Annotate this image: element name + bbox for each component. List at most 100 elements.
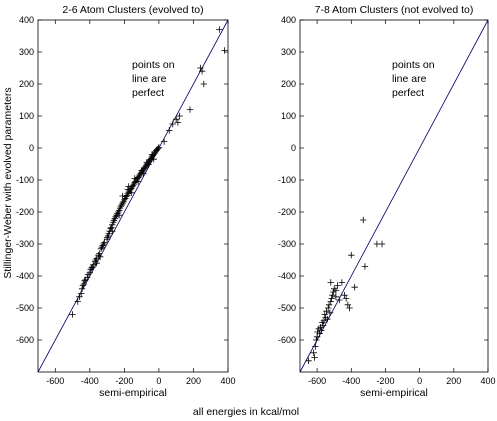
left-panel-data-point — [96, 250, 103, 257]
right-panel-annotation-line-2: line are — [392, 73, 427, 85]
left-panel-data-point — [149, 152, 157, 159]
right-panel-data-point — [378, 240, 386, 248]
right-panel-data-point — [310, 349, 317, 356]
right-panel-axes-frame — [299, 19, 489, 373]
left-panel-data-point — [81, 277, 88, 284]
left-panel-data-point — [186, 106, 194, 113]
left-panel-data-point — [99, 242, 106, 249]
right-panel-ytick-label: 200 — [281, 79, 296, 89]
left-panel-data-point — [109, 221, 116, 228]
left-panel-data-point — [151, 149, 158, 157]
left-panel-data-point — [172, 116, 180, 123]
right-panel-ytick-label: 300 — [281, 47, 296, 57]
right-panel-data-point — [322, 314, 329, 321]
left-panel-data-point — [114, 210, 121, 217]
right-panel-data-point — [327, 298, 334, 305]
left-panel-data-point — [125, 183, 132, 190]
left-panel-data-point — [78, 285, 86, 292]
left-panel-data-point — [142, 162, 150, 170]
right-panel-data-point — [316, 330, 323, 337]
right-panel-xtick-label: -200 — [376, 376, 394, 386]
left-panel-data-point — [80, 280, 87, 288]
right-panel-xtick-label: 0 — [417, 376, 422, 386]
left-panel-data-point — [133, 176, 140, 184]
left-panel-axes-frame — [37, 19, 229, 373]
right-panel-data-point — [341, 292, 348, 299]
left-panel-data-point — [134, 178, 142, 185]
right-panel-ytick-label: -600 — [278, 335, 296, 345]
left-panel-data-point — [103, 234, 111, 241]
left-panel-data-point — [198, 68, 206, 75]
right-panel-ytick-label: -100 — [278, 175, 296, 185]
left-panel-data-point — [139, 167, 146, 175]
left-panel-ytick-label: -400 — [16, 271, 34, 281]
right-panel-data-point — [346, 304, 353, 312]
left-panel-data-point — [84, 274, 91, 281]
right-panel-reference-line — [299, 19, 489, 373]
y-axis-label: Stillinger-Weber with evolved parameters — [2, 87, 14, 278]
left-panel-data-point — [169, 120, 176, 128]
left-panel-ytick-label: -500 — [16, 303, 34, 313]
left-panel-annotation-line-2: line are — [132, 73, 167, 85]
left-panel-data-point — [125, 188, 132, 196]
right-panel-data-point — [327, 279, 334, 286]
left-panel-data-point — [124, 186, 132, 193]
left-panel-annotation-line-3: perfect — [132, 87, 164, 99]
left-panel-data-point — [108, 224, 115, 231]
right-panel-data-point — [311, 354, 318, 361]
right-panel-data-point — [361, 263, 369, 270]
left-panel-data-point — [107, 225, 114, 232]
left-panel-data-point — [115, 212, 123, 219]
right-panel-ytick-label: 400 — [281, 15, 296, 25]
right-panel-data-point — [312, 343, 319, 350]
left-panel-data-point — [86, 269, 94, 276]
left-panel-data-point — [111, 215, 119, 222]
left-panel-data-point — [92, 256, 100, 264]
right-panel-data-point — [360, 216, 367, 224]
right-panel-data-point — [332, 293, 340, 300]
left-panel-data-point — [174, 119, 182, 126]
right-panel-data-point — [313, 336, 320, 344]
left-panel-xtick-label: 0 — [156, 376, 161, 386]
left-panel-data-point — [130, 180, 138, 188]
left-panel-data-point — [119, 192, 126, 200]
right-panel-data-point — [326, 309, 334, 316]
left-panel-data-point — [76, 293, 83, 300]
left-panel-data-point — [121, 196, 128, 204]
right-panel-data-point — [315, 325, 322, 332]
left-panel-data-point — [150, 156, 157, 163]
left-panel-data-point — [69, 311, 76, 318]
right-panel-data-point — [317, 324, 324, 331]
left-panel-ytick-label: 100 — [19, 111, 34, 121]
right-panel-annotation-line-3: perfect — [392, 87, 424, 99]
left-panel-xlabel: semi-empirical — [99, 387, 167, 399]
left-panel-data-point — [146, 157, 153, 164]
right-panel-data-point — [348, 252, 355, 259]
left-panel-data-point — [98, 244, 106, 251]
units-footnote: all energies in kcal/mol — [193, 406, 299, 418]
left-panel-data-point — [88, 264, 95, 272]
left-panel-data-point — [101, 239, 108, 246]
left-panel-data-point — [117, 203, 125, 210]
left-panel-data-point — [96, 253, 104, 260]
left-panel-data-point — [93, 260, 100, 267]
left-panel-data-point — [105, 230, 113, 237]
left-panel-data-point — [160, 138, 168, 145]
right-panel-data-point — [332, 287, 340, 294]
right-panel-xlabel: semi-empirical — [360, 387, 428, 399]
left-panel-xtick-label: 400 — [220, 376, 235, 386]
left-panel-data-point — [91, 258, 99, 265]
left-panel-data-point — [200, 80, 208, 88]
left-panel-ytick-label: 300 — [19, 47, 34, 57]
left-panel-data-point — [123, 192, 131, 199]
right-panel-data-point — [344, 301, 352, 308]
right-panel-data-point — [323, 308, 330, 315]
left-panel-data-point — [115, 208, 122, 216]
right-panel-data-point — [325, 304, 332, 312]
left-panel-ytick-label: 0 — [29, 143, 34, 153]
left-panel-ytick-label: -600 — [16, 335, 34, 345]
right-panel-data-point — [330, 285, 338, 292]
left-panel-data-point — [136, 171, 144, 179]
left-panel-ytick-label: 200 — [19, 79, 34, 89]
